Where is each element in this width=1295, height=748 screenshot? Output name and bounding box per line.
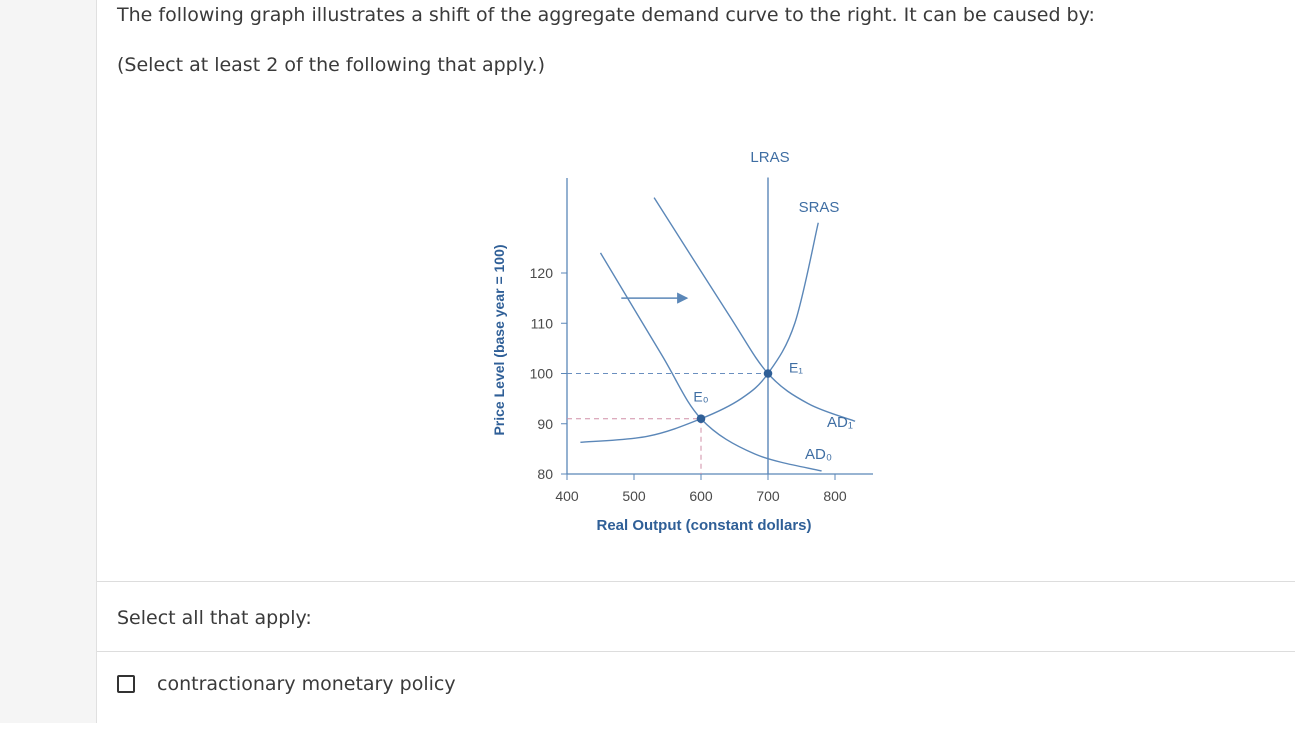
x-tick-label: 400 bbox=[555, 488, 579, 504]
x-tick-label: 500 bbox=[622, 488, 646, 504]
ad-as-graph: 80 90 100 110 120 400 500 600 700 800 Real Output … bbox=[491, 149, 873, 534]
y-tick-label: 100 bbox=[530, 366, 554, 382]
answer-option-contractionary-monetary-policy[interactable]: contractionary monetary policy bbox=[117, 671, 456, 697]
y-tick-label: 110 bbox=[531, 315, 554, 331]
question-instruction: (Select at least 2 of the following that… bbox=[117, 54, 546, 76]
y-tick-label: 120 bbox=[530, 265, 554, 281]
equilibrium-label-e0: E₀ bbox=[693, 389, 708, 405]
select-all-label: Select all that apply: bbox=[117, 607, 312, 629]
series-label-lras: LRAS bbox=[750, 149, 789, 166]
x-tick-label: 700 bbox=[756, 488, 780, 504]
x-tick-label: 800 bbox=[823, 488, 847, 504]
y-tick-label: 80 bbox=[537, 466, 553, 482]
question-prompt: The following graph illustrates a shift … bbox=[117, 4, 1095, 26]
question-panel: The following graph illustrates a shift … bbox=[97, 0, 1295, 723]
curve-sras bbox=[580, 222, 819, 444]
equilibrium-point-e0 bbox=[696, 414, 706, 424]
series-label-ad1: AD₁ bbox=[827, 414, 853, 431]
bottom-strip bbox=[0, 723, 1295, 748]
curve-ad1 bbox=[653, 197, 856, 422]
x-tick-label: 600 bbox=[689, 488, 713, 504]
equilibrium-label-e1: E₁ bbox=[789, 360, 803, 376]
answer-option-label: contractionary monetary policy bbox=[157, 673, 456, 695]
left-sidebar bbox=[0, 0, 97, 723]
y-axis-title: Price Level (base year = 100) bbox=[491, 244, 507, 435]
section-divider bbox=[97, 581, 1295, 582]
equilibrium-point-e1 bbox=[763, 369, 773, 378]
x-axis-title: Real Output (constant dollars) bbox=[596, 517, 811, 534]
y-tick-label: 90 bbox=[537, 416, 553, 432]
series-label-sras: SRAS bbox=[799, 199, 840, 216]
checkbox-icon[interactable] bbox=[117, 675, 135, 693]
section-divider bbox=[97, 651, 1295, 652]
series-label-ad0: AD₀ bbox=[805, 446, 832, 463]
